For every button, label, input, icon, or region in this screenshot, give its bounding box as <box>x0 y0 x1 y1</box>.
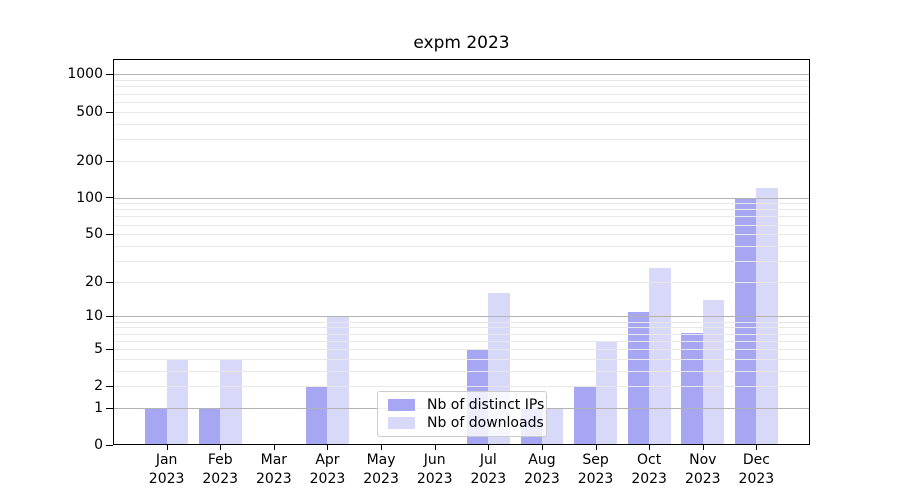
y-tick-2 <box>106 386 113 387</box>
x-tick-label-dec: Dec 2023 <box>716 451 796 489</box>
bar-nb-of-distinct-ips-oct <box>627 311 650 445</box>
x-tick-mar <box>273 445 275 450</box>
x-tick-month-sep: Sep <box>582 452 609 468</box>
bar-nb-of-downloads-sep <box>595 340 617 445</box>
x-tick-month-oct: Oct <box>637 452 662 468</box>
y-tick-50 <box>106 234 113 235</box>
x-tick-month-dec: Dec <box>742 452 770 468</box>
chart-title: expm 2023 <box>413 33 510 53</box>
y-tick-1 <box>106 408 113 409</box>
x-tick-label-sep: Sep 2023 <box>556 451 636 489</box>
y-tick-label-50: 50 <box>85 226 103 243</box>
y-tick-100 <box>106 197 113 198</box>
bar-nb-of-distinct-ips-nov <box>681 333 703 445</box>
x-tick-label-jan: Jan 2023 <box>127 451 207 489</box>
legend-item-distinct-ips: Nb of distinct IPs <box>378 397 546 413</box>
x-tick-nov <box>702 445 704 450</box>
y-tick-label-100: 100 <box>76 189 103 206</box>
x-tick-month-mar: Mar <box>260 452 288 468</box>
y-tick-label-500: 500 <box>76 103 103 120</box>
x-tick-apr <box>327 445 329 450</box>
x-tick-label-aug: Aug 2023 <box>502 451 582 489</box>
bar-nb-of-distinct-ips-feb <box>198 407 221 445</box>
bar-nb-of-downloads-dec <box>756 187 778 445</box>
x-tick-dec <box>756 445 758 450</box>
y-tick-500 <box>106 112 113 113</box>
y-tick-label-1: 1 <box>94 399 103 416</box>
y-tick-label-2: 2 <box>94 378 103 395</box>
x-tick-year-may: 2023 <box>363 471 399 487</box>
legend-swatch-distinct-ips <box>388 398 415 411</box>
x-tick-year-apr: 2023 <box>309 471 346 487</box>
y-tick-5 <box>106 349 113 350</box>
x-tick-month-nov: Nov <box>689 452 717 468</box>
y-tick-label-20: 20 <box>85 273 103 290</box>
legend-label-downloads: Nb of downloads <box>427 415 544 432</box>
y-tick-1000 <box>106 74 113 75</box>
y-tick-label-0: 0 <box>94 437 103 453</box>
x-tick-label-oct: Oct 2023 <box>609 451 689 489</box>
y-tick-label-200: 200 <box>76 152 103 169</box>
x-tick-label-mar: Mar 2023 <box>234 451 314 489</box>
x-tick-label-nov: Nov 2023 <box>663 451 743 489</box>
x-tick-feb <box>220 445 222 450</box>
bar-nb-of-distinct-ips-apr <box>306 386 328 445</box>
bar-nb-of-distinct-ips-dec <box>734 199 757 445</box>
x-tick-year-jun: 2023 <box>416 471 453 487</box>
x-tick-jun <box>434 445 436 450</box>
x-tick-year-jul: 2023 <box>470 471 507 487</box>
bar-nb-of-downloads-nov <box>702 299 725 445</box>
bar-nb-of-downloads-aug <box>541 407 564 445</box>
x-tick-label-jul: Jul 2023 <box>448 451 528 489</box>
x-tick-year-aug: 2023 <box>524 471 560 487</box>
x-tick-label-may: May 2023 <box>341 451 421 489</box>
x-tick-year-nov: 2023 <box>684 471 721 487</box>
bar-nb-of-downloads-apr <box>327 316 349 445</box>
x-tick-year-sep: 2023 <box>577 471 614 487</box>
x-tick-aug <box>541 445 543 450</box>
x-tick-year-oct: 2023 <box>631 471 667 487</box>
x-tick-jul <box>488 445 490 450</box>
legend: Nb of distinct IPs Nb of downloads <box>377 391 547 437</box>
x-tick-month-apr: Apr <box>315 452 340 468</box>
x-tick-label-feb: Feb 2023 <box>180 451 260 489</box>
bar-nb-of-downloads-feb <box>220 358 242 445</box>
y-tick-0 <box>106 445 113 446</box>
y-tick-20 <box>106 282 113 283</box>
x-tick-label-apr: Apr 2023 <box>287 451 367 489</box>
bar-nb-of-distinct-ips-jan <box>145 407 167 445</box>
x-tick-jan <box>166 445 168 450</box>
x-tick-year-jan: 2023 <box>148 471 185 487</box>
x-tick-month-aug: Aug <box>528 452 556 468</box>
x-tick-month-may: May <box>366 452 396 468</box>
y-tick-10 <box>106 316 113 317</box>
x-tick-month-feb: Feb <box>207 452 233 468</box>
bar-nb-of-downloads-oct <box>649 268 671 445</box>
bar-nb-of-distinct-ips-sep <box>574 386 596 445</box>
x-tick-year-mar: 2023 <box>256 471 292 487</box>
x-tick-month-jul: Jul <box>479 452 497 468</box>
legend-item-downloads: Nb of downloads <box>378 415 546 431</box>
y-tick-200 <box>106 161 113 162</box>
legend-label-distinct-ips: Nb of distinct IPs <box>427 396 545 413</box>
x-tick-sep <box>595 445 597 450</box>
plot-area <box>113 59 810 445</box>
x-tick-label-jun: Jun 2023 <box>395 451 475 489</box>
x-tick-may <box>381 445 383 450</box>
legend-swatch-downloads <box>388 417 415 430</box>
y-tick-label-5: 5 <box>94 340 103 357</box>
y-tick-label-1000: 1000 <box>67 66 103 83</box>
x-tick-month-jun: Jun <box>423 452 446 468</box>
x-tick-year-dec: 2023 <box>738 471 775 487</box>
x-tick-oct <box>649 445 651 450</box>
x-tick-year-feb: 2023 <box>202 471 239 487</box>
x-tick-month-jan: Jan <box>155 452 178 468</box>
bar-nb-of-downloads-jan <box>166 358 188 445</box>
y-tick-label-10: 10 <box>85 308 103 325</box>
